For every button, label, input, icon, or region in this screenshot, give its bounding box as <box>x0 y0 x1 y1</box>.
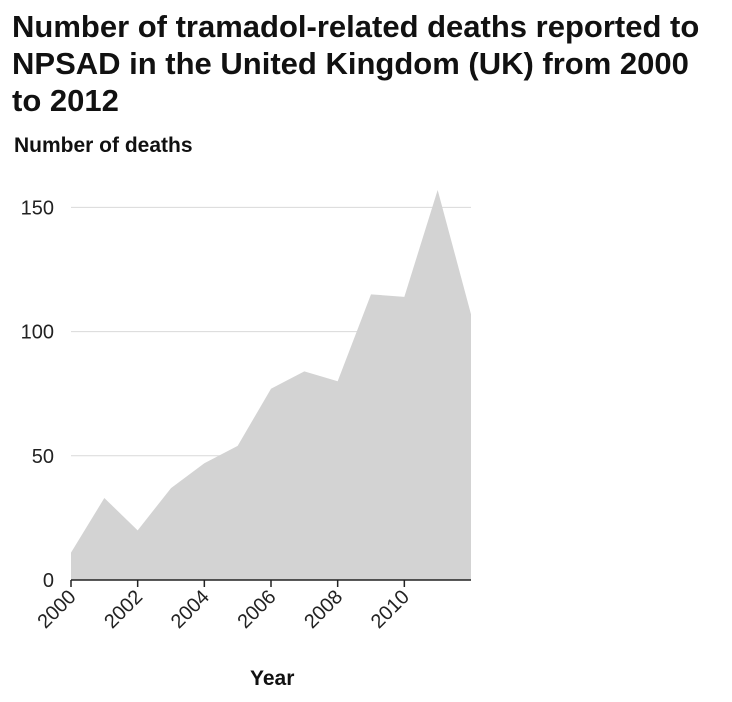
area-fill <box>71 190 471 580</box>
x-tick-label-2008: 2008 <box>300 586 347 633</box>
x-tick-label-2000: 2000 <box>34 586 81 633</box>
y-axis-label: Number of deaths <box>14 134 193 157</box>
x-axis-label: Year <box>250 667 295 690</box>
y-tick-label-100: 100 <box>21 322 54 344</box>
x-tick-label-2006: 2006 <box>234 586 281 633</box>
axes <box>70 579 471 587</box>
x-tick-label-2002: 2002 <box>100 586 147 633</box>
area-series <box>71 190 471 580</box>
y-tick-label-150: 150 <box>21 197 54 219</box>
y-tick-labels: 0 50 100 150 <box>21 197 54 592</box>
y-tick-label-50: 50 <box>32 446 54 468</box>
chart-title: Number of tramadol-related deaths report… <box>12 9 700 118</box>
x-tick-label-2004: 2004 <box>167 586 214 633</box>
y-tick-label-0: 0 <box>43 570 54 592</box>
x-tick-labels: 2000 2002 2004 2006 2008 2010 <box>34 586 414 633</box>
x-tick-label-2010: 2010 <box>367 586 414 633</box>
